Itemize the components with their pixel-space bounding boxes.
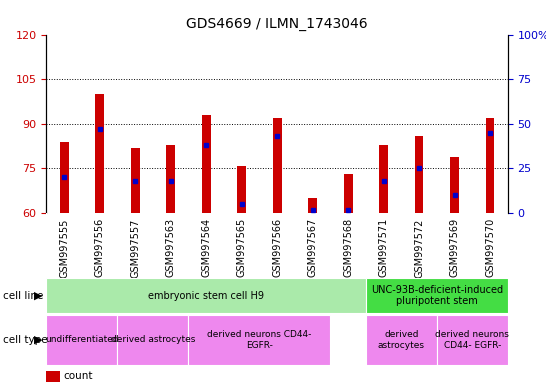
Bar [366,315,437,365]
Text: GSM997566: GSM997566 [272,218,282,277]
Bar [46,315,117,365]
Text: GSM997570: GSM997570 [485,218,495,277]
Text: GSM997565: GSM997565 [236,218,247,277]
Text: GSM997569: GSM997569 [449,218,460,277]
Text: undifferentiated: undifferentiated [45,335,118,344]
Text: GSM997564: GSM997564 [201,218,211,277]
Bar [166,145,175,213]
Text: GSM997556: GSM997556 [94,218,105,277]
Text: derived neurons CD44-
EGFR-: derived neurons CD44- EGFR- [207,330,312,349]
Text: UNC-93B-deficient-induced
pluripotent stem: UNC-93B-deficient-induced pluripotent st… [371,285,503,306]
Bar [46,278,366,313]
Text: ▶: ▶ [34,291,43,301]
Bar [414,136,424,213]
Text: GSM997557: GSM997557 [130,218,140,278]
Bar [130,148,140,213]
Bar [117,315,188,365]
Bar [237,166,246,213]
Text: GSM997572: GSM997572 [414,218,424,278]
Text: count: count [63,371,93,381]
Bar [437,315,508,365]
Bar [272,118,282,213]
Bar [379,145,388,213]
Bar [201,115,211,213]
Title: GDS4669 / ILMN_1743046: GDS4669 / ILMN_1743046 [186,17,368,31]
Bar [188,315,330,365]
Bar [485,118,495,213]
Bar [95,94,104,213]
Text: GSM997568: GSM997568 [343,218,353,277]
Text: derived astrocytes: derived astrocytes [111,335,195,344]
Bar [308,198,317,213]
Bar [450,157,459,213]
Text: ▶: ▶ [34,335,43,345]
Text: embryonic stem cell H9: embryonic stem cell H9 [148,291,264,301]
Bar [366,278,508,313]
Text: derived
astrocytes: derived astrocytes [378,330,425,349]
Text: GSM997563: GSM997563 [165,218,176,277]
Text: cell type: cell type [3,335,48,345]
Text: derived neurons
CD44- EGFR-: derived neurons CD44- EGFR- [435,330,509,349]
Bar [343,174,353,213]
Bar [60,142,69,213]
Text: GSM997571: GSM997571 [378,218,389,277]
Text: GSM997555: GSM997555 [59,218,69,278]
Text: cell line: cell line [3,291,43,301]
Text: GSM997567: GSM997567 [307,218,318,277]
